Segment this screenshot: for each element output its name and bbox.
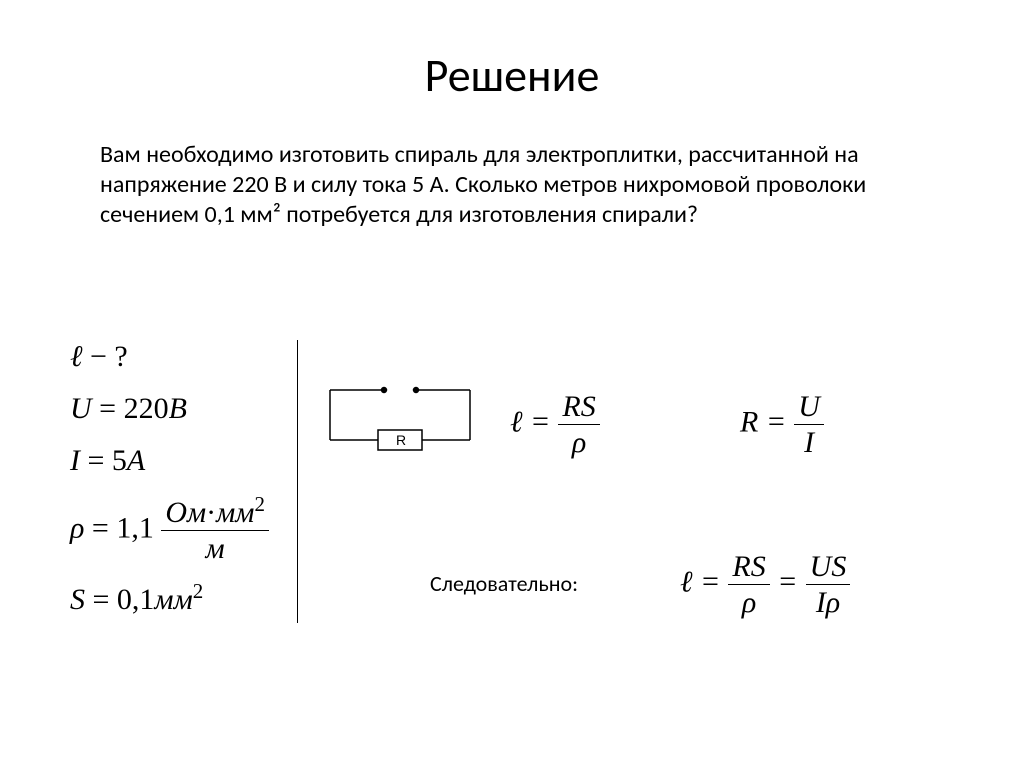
given-block: ℓ − ? U = 220B I = 5A ρ = 1,1 Ом·мм2 м: [70, 340, 298, 623]
formula-length: ℓ = RS ρ: [510, 390, 600, 459]
rho-symbol: ρ: [70, 511, 84, 544]
denominator: ρ: [558, 425, 599, 459]
hence-label: Следовательно:: [430, 570, 578, 597]
u-unit: B: [169, 392, 187, 425]
resistor-label: R: [396, 432, 406, 448]
given-current: I = 5A: [70, 444, 269, 478]
r-symbol: R: [740, 405, 758, 438]
numerator: US: [806, 550, 851, 585]
slide-title: Решение: [0, 48, 1024, 104]
ell-symbol: ℓ: [680, 565, 693, 598]
u-symbol: U: [70, 392, 92, 425]
dash: −: [90, 340, 114, 373]
ell-symbol: ℓ: [510, 405, 523, 438]
denominator: I: [794, 425, 824, 459]
fraction-1: RS ρ: [728, 550, 769, 619]
eq-sign: =: [99, 392, 116, 425]
eq-sign: =: [92, 511, 109, 544]
eq-sign: =: [766, 405, 787, 438]
i-unit: A: [127, 444, 145, 477]
eq-sign: =: [88, 444, 105, 477]
given-resistivity: ρ = 1,1 Ом·мм2 м: [70, 496, 269, 565]
formula-combined: ℓ = RS ρ = US Iρ: [680, 550, 850, 619]
rho-unit-num: Ом·мм2: [161, 496, 269, 531]
problem-text: Вам необходимо изготовить спираль для эл…: [100, 140, 920, 230]
question-mark: ?: [114, 340, 127, 373]
circuit-diagram: R: [320, 370, 480, 470]
s-value: 0,1: [117, 583, 155, 616]
sup-2: 2: [193, 579, 204, 603]
eq-sign: =: [530, 405, 551, 438]
given-find: ℓ − ?: [70, 340, 269, 374]
u-value: 220: [124, 392, 169, 425]
sup-2: 2: [254, 492, 265, 516]
fraction: RS ρ: [558, 390, 599, 459]
mm-text: мм: [216, 496, 254, 529]
rho-value: 1,1: [116, 511, 154, 544]
denominator: Iρ: [806, 585, 851, 619]
numerator: RS: [728, 550, 769, 585]
s-unit: мм: [154, 583, 192, 616]
eq-sign: =: [700, 565, 721, 598]
rho-unit-den: м: [161, 531, 269, 565]
given-area: S = 0,1мм2: [70, 583, 269, 617]
circuit-svg: [320, 370, 480, 470]
formula-resistance: R = U I: [740, 390, 824, 459]
fraction: U I: [794, 390, 824, 459]
s-symbol: S: [70, 583, 85, 616]
eq-sign: =: [93, 583, 110, 616]
ohm-text: Ом: [165, 496, 206, 529]
numerator: U: [794, 390, 824, 425]
given-voltage: U = 220B: [70, 392, 269, 426]
dot: ·: [206, 496, 216, 529]
i-value: 5: [112, 444, 127, 477]
ell-symbol: ℓ: [70, 340, 83, 373]
rho-unit-fraction: Ом·мм2 м: [161, 496, 269, 565]
i-symbol: I: [70, 444, 80, 477]
slide: Решение Вам необходимо изготовить спирал…: [0, 0, 1024, 768]
fraction-2: US Iρ: [806, 550, 851, 619]
numerator: RS: [558, 390, 599, 425]
denominator: ρ: [728, 585, 769, 619]
eq-sign: =: [777, 565, 798, 598]
